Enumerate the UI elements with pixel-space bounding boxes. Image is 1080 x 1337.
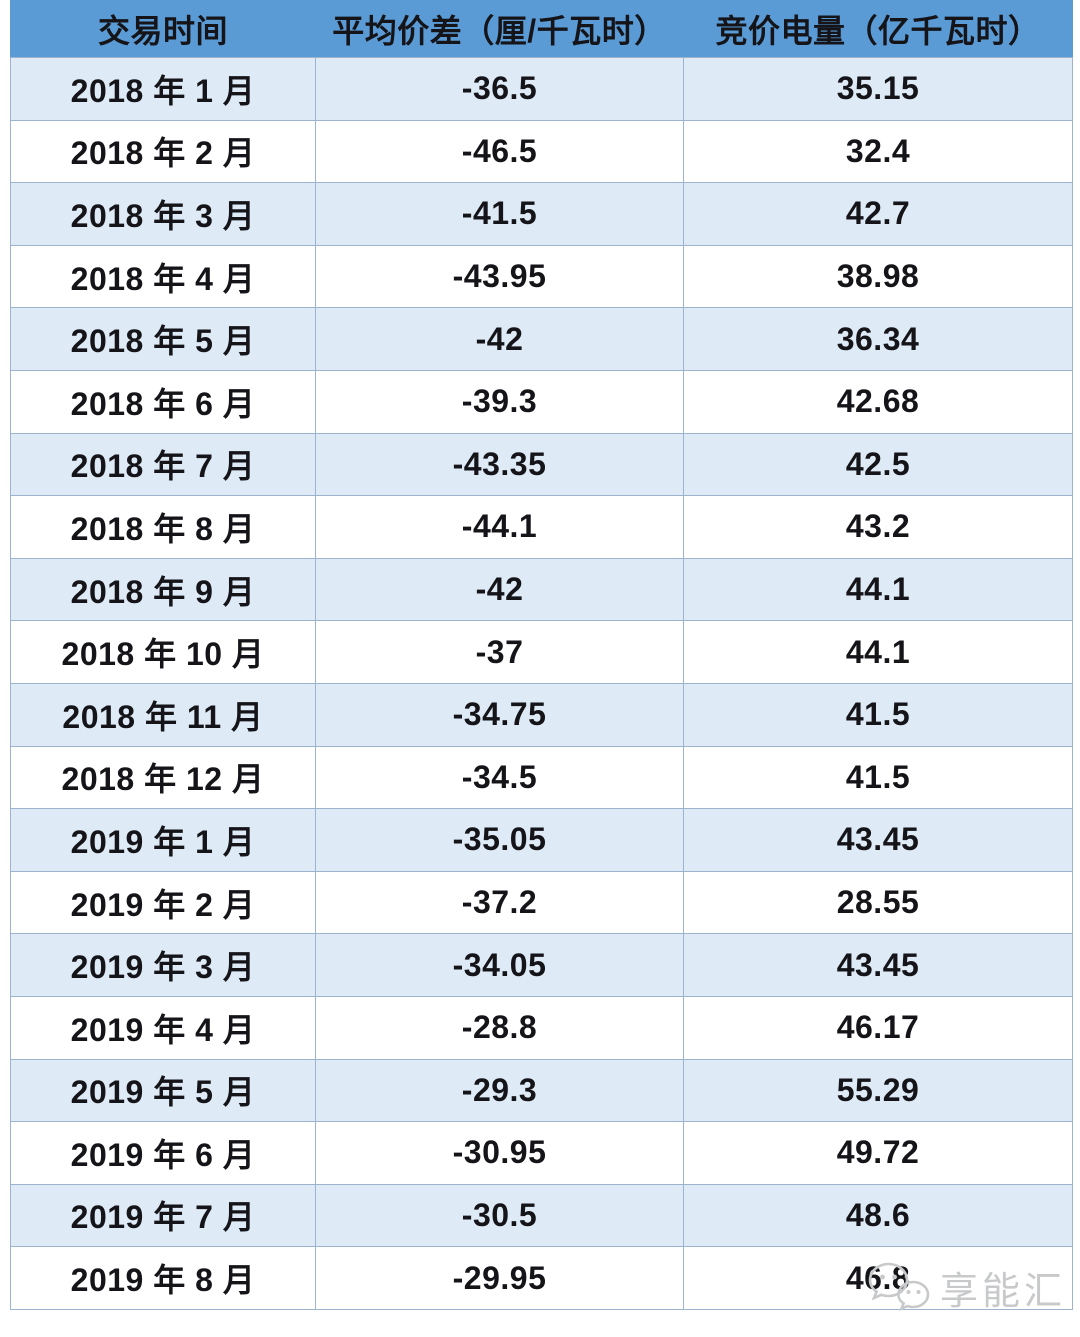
table-row: 2018 年 4 月 -43.95 38.98 [10,244,1073,309]
table-row: 2018 年 7 月 -43.35 42.5 [10,432,1073,497]
table-cell-bid_volume_100m_kwh: 42.5 [683,432,1073,497]
table-cell-trading_month: 2018 年 5 月 [10,307,316,371]
table-cell-avg_price_spread_li_per_kwh: -34.75 [315,682,684,747]
column-header-trading_month: 交易时间 [10,0,316,58]
table-cell-avg_price_spread_li_per_kwh: -34.05 [315,933,684,997]
table-cell-trading_month: 2018 年 12 月 [10,745,316,810]
table-cell-trading_month: 2019 年 5 月 [10,1058,316,1123]
table-cell-avg_price_spread_li_per_kwh: -43.35 [315,432,684,497]
table-cell-trading_month: 2019 年 6 月 [10,1121,316,1185]
column-header-avg_price_spread_li_per_kwh: 平均价差（厘/千瓦时） [315,0,684,58]
table-cell-trading_month: 2019 年 1 月 [10,808,316,872]
table-cell-trading_month: 2019 年 8 月 [10,1246,316,1310]
table-cell-bid_volume_100m_kwh: 46.8 [683,1246,1073,1310]
table-row: 2019 年 3 月 -34.05 43.45 [10,933,1073,997]
table-row: 2018 年 1 月 -36.5 35.15 [10,57,1073,121]
table-cell-bid_volume_100m_kwh: 43.45 [683,933,1073,997]
table-cell-trading_month: 2018 年 2 月 [10,119,316,184]
table-row: 2018 年 10 月 -37 44.1 [10,620,1073,684]
table-cell-bid_volume_100m_kwh: 35.15 [683,57,1073,121]
table-row: 2018 年 8 月 -44.1 43.2 [10,495,1073,559]
table-cell-avg_price_spread_li_per_kwh: -29.95 [315,1246,684,1310]
table-cell-avg_price_spread_li_per_kwh: -37 [315,620,684,684]
table-cell-trading_month: 2018 年 4 月 [10,244,316,309]
table-cell-bid_volume_100m_kwh: 32.4 [683,119,1073,184]
table-cell-trading_month: 2018 年 11 月 [10,682,316,747]
table-cell-bid_volume_100m_kwh: 44.1 [683,620,1073,684]
table-row: 2018 年 2 月 -46.5 32.4 [10,119,1073,184]
table-row: 2018 年 9 月 -42 44.1 [10,557,1073,622]
price-spread-table: 交易时间 平均价差（厘/千瓦时） 竞价电量（亿千瓦时） 2018 年 1 月 -36.… [10,0,1073,1310]
header-row: 交易时间 平均价差（厘/千瓦时） 竞价电量（亿千瓦时） [10,0,1073,58]
table-cell-avg_price_spread_li_per_kwh: -42 [315,307,684,371]
table-row: 2018 年 12 月 -34.5 41.5 [10,745,1073,810]
column-header-bid_volume_100m_kwh: 竞价电量（亿千瓦时） [683,0,1073,58]
table-header: 交易时间 平均价差（厘/千瓦时） 竞价电量（亿千瓦时） [10,0,1073,58]
table-cell-bid_volume_100m_kwh: 41.5 [683,682,1073,747]
table-cell-trading_month: 2018 年 9 月 [10,557,316,622]
table-row: 2018 年 6 月 -39.3 42.68 [10,369,1073,434]
table-cell-avg_price_spread_li_per_kwh: -35.05 [315,808,684,872]
table-cell-bid_volume_100m_kwh: 42.68 [683,369,1073,434]
table-body: 2018 年 1 月 -36.5 35.15 2018 年 2 月 -46.5 32.4 2… [10,57,1073,1310]
table-cell-avg_price_spread_li_per_kwh: -30.5 [315,1183,684,1248]
table-row: 2018 年 3 月 -41.5 42.7 [10,182,1073,246]
table-cell-bid_volume_100m_kwh: 48.6 [683,1183,1073,1248]
table-cell-trading_month: 2018 年 8 月 [10,495,316,559]
table-cell-trading_month: 2018 年 7 月 [10,432,316,497]
table-cell-bid_volume_100m_kwh: 55.29 [683,1058,1073,1123]
table-cell-trading_month: 2019 年 4 月 [10,995,316,1060]
table-cell-avg_price_spread_li_per_kwh: -44.1 [315,495,684,559]
table-cell-trading_month: 2019 年 2 月 [10,870,316,935]
table-row: 2019 年 8 月 -29.95 46.8 [10,1246,1073,1310]
table-cell-avg_price_spread_li_per_kwh: -30.95 [315,1121,684,1185]
table-cell-avg_price_spread_li_per_kwh: -37.2 [315,870,684,935]
table-cell-avg_price_spread_li_per_kwh: -42 [315,557,684,622]
table-row: 2018 年 5 月 -42 36.34 [10,307,1073,371]
table-cell-bid_volume_100m_kwh: 36.34 [683,307,1073,371]
table-row: 2019 年 2 月 -37.2 28.55 [10,870,1073,935]
table-cell-avg_price_spread_li_per_kwh: -36.5 [315,57,684,121]
table-cell-bid_volume_100m_kwh: 46.17 [683,995,1073,1060]
table-cell-trading_month: 2018 年 6 月 [10,369,316,434]
table-row: 2018 年 11 月 -34.75 41.5 [10,682,1073,747]
table-cell-bid_volume_100m_kwh: 41.5 [683,745,1073,810]
table-row: 2019 年 1 月 -35.05 43.45 [10,808,1073,872]
table-cell-avg_price_spread_li_per_kwh: -46.5 [315,119,684,184]
table-cell-trading_month: 2019 年 3 月 [10,933,316,997]
table-cell-bid_volume_100m_kwh: 38.98 [683,244,1073,309]
table-cell-bid_volume_100m_kwh: 43.45 [683,808,1073,872]
table-cell-bid_volume_100m_kwh: 42.7 [683,182,1073,246]
table-cell-avg_price_spread_li_per_kwh: -34.5 [315,745,684,810]
table-cell-bid_volume_100m_kwh: 44.1 [683,557,1073,622]
table-cell-bid_volume_100m_kwh: 28.55 [683,870,1073,935]
table-row: 2019 年 7 月 -30.5 48.6 [10,1183,1073,1248]
table-cell-avg_price_spread_li_per_kwh: -43.95 [315,244,684,309]
table-cell-avg_price_spread_li_per_kwh: -29.3 [315,1058,684,1123]
table-cell-avg_price_spread_li_per_kwh: -39.3 [315,369,684,434]
table-cell-trading_month: 2018 年 1 月 [10,57,316,121]
table-cell-trading_month: 2018 年 3 月 [10,182,316,246]
table-cell-bid_volume_100m_kwh: 49.72 [683,1121,1073,1185]
table-row: 2019 年 4 月 -28.8 46.17 [10,995,1073,1060]
table-cell-trading_month: 2019 年 7 月 [10,1183,316,1248]
table-row: 2019 年 6 月 -30.95 49.72 [10,1121,1073,1185]
table-cell-trading_month: 2018 年 10 月 [10,620,316,684]
table-cell-avg_price_spread_li_per_kwh: -41.5 [315,182,684,246]
table-row: 2019 年 5 月 -29.3 55.29 [10,1058,1073,1123]
table-cell-bid_volume_100m_kwh: 43.2 [683,495,1073,559]
table-cell-avg_price_spread_li_per_kwh: -28.8 [315,995,684,1060]
